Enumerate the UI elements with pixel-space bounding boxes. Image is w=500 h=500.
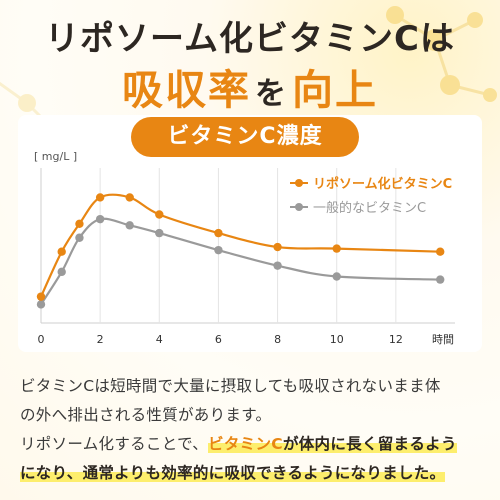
description-line4: になり、通常よりも効率的に吸収できるようになりました。 [20,459,488,488]
highlight-stays-long: が体内に長く留まるよう [282,435,457,453]
headline-line1: リポソーム化ビタミンCは [45,19,455,59]
data-point [57,267,66,277]
description-line3-pre: リポソーム化することで、 [20,435,209,453]
data-point [436,275,445,284]
legend-label: 一般的なビタミンC [313,200,426,216]
x-axis-label: 時間 [432,333,454,346]
data-point [36,292,46,301]
y-axis-label: [ mg/L ] [34,150,77,163]
data-point [214,245,223,255]
chart-title: ビタミンC濃度 [131,117,359,157]
highlight-vitamin-c: ビタミンC [208,435,283,453]
x-tick-label: 0 [38,333,45,346]
x-tick-label: 6 [215,333,222,346]
data-point [95,193,105,202]
data-point [36,300,46,309]
data-point [57,247,66,256]
headline-absorption: 吸収率 [122,66,251,114]
data-point [273,261,282,270]
highlight-absorb-efficiently: になり、通常よりも効率的に吸収できるようになりました。 [20,464,446,482]
series-line [40,217,441,305]
data-point [155,210,164,219]
data-point [436,247,445,256]
x-tick-label: 2 [97,333,104,346]
data-point [214,228,223,238]
x-tick-label: 4 [156,333,163,346]
series-layer [36,193,445,309]
data-point [95,214,105,224]
headline-improve: 向上 [292,66,378,114]
data-point [332,272,341,281]
legend: リポソーム化ビタミンC 一般的なビタミンC [290,176,452,216]
legend-swatch-dot [295,203,303,211]
x-tick-label: 8 [274,333,281,346]
legend-label: リポソーム化ビタミンC [313,176,452,192]
x-tick-labels: 0 2 4 6 8 10 12 [38,333,403,346]
headline-line2: 吸収率 を向上 [0,56,500,116]
series-line [40,193,441,298]
description-line3: リポソーム化することで、ビタミンCが体内に長く留まるよう [20,430,488,459]
headline-particle: を [255,76,288,112]
description-line1: ビタミンCは短時間で大量に摂取しても吸収されないまま体 [20,377,441,395]
data-point [125,221,134,230]
data-point [332,244,341,253]
data-point [75,219,84,228]
data-point [155,228,164,238]
data-point [125,193,134,202]
description-text: ビタミンCは短時間で大量に摂取しても吸収されないまま体 の外へ排出される性質があ… [20,372,488,488]
data-point [273,242,282,252]
data-point [75,233,84,242]
molecule-decoration [386,6,497,102]
legend-swatch-dot [295,179,303,187]
description-line2: の外へ排出される性質があります。 [20,406,272,424]
x-tick-label: 10 [330,333,344,346]
x-tick-label: 12 [389,333,403,346]
